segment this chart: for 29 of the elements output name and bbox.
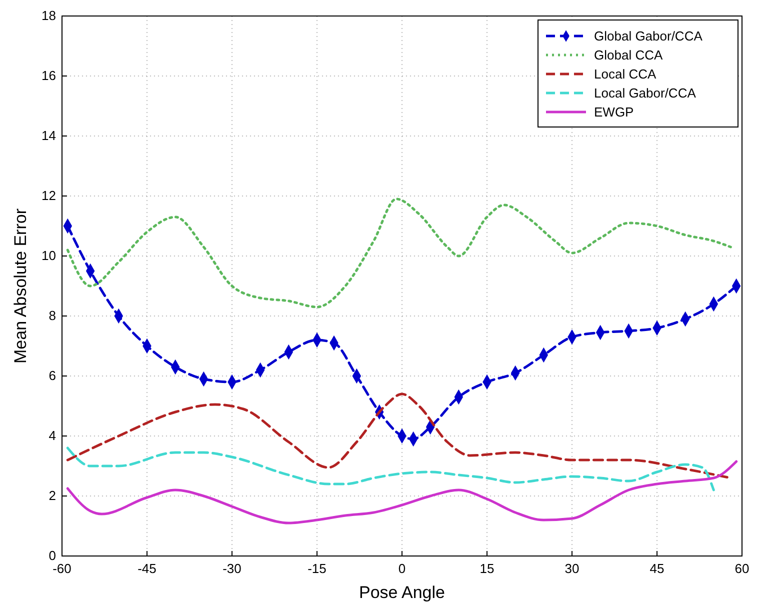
y-tick-label: 16 — [42, 68, 56, 83]
x-tick-label: -60 — [52, 561, 72, 576]
y-tick-label: 14 — [42, 128, 56, 143]
x-tick-label: -30 — [222, 561, 242, 576]
y-tick-label: 6 — [48, 368, 56, 383]
line-series — [66, 460, 738, 524]
y-tick-label: 10 — [42, 248, 56, 263]
y-tick-label: 18 — [42, 8, 56, 23]
x-tick-label: 60 — [734, 561, 750, 576]
y-axis-title: Mean Absolute Error — [11, 208, 30, 364]
legend-label: Global Gabor/CCA — [594, 28, 703, 44]
x-tick-label: 15 — [480, 561, 494, 576]
x-axis-title: Pose Angle — [358, 583, 446, 602]
line-series — [66, 198, 732, 308]
line-series — [66, 446, 715, 492]
x-tick-label: 0 — [398, 561, 406, 576]
legend-label: Local Gabor/CCA — [594, 86, 696, 100]
y-tick-label: 0 — [48, 548, 56, 563]
x-tick-label: 45 — [650, 561, 664, 576]
y-tick-label: 8 — [48, 308, 56, 323]
x-tick-label: -45 — [138, 561, 156, 576]
y-tick-label: 2 — [48, 488, 56, 503]
x-tick-label: 30 — [564, 561, 580, 576]
legend-label: Global CCA — [594, 48, 663, 62]
legend-label: EWGP — [594, 104, 634, 120]
y-tick-label: 12 — [42, 188, 56, 203]
y-tick-label: 4 — [48, 428, 56, 443]
legend-label: Local CCA — [594, 66, 656, 82]
x-tick-label: -15 — [308, 561, 326, 576]
